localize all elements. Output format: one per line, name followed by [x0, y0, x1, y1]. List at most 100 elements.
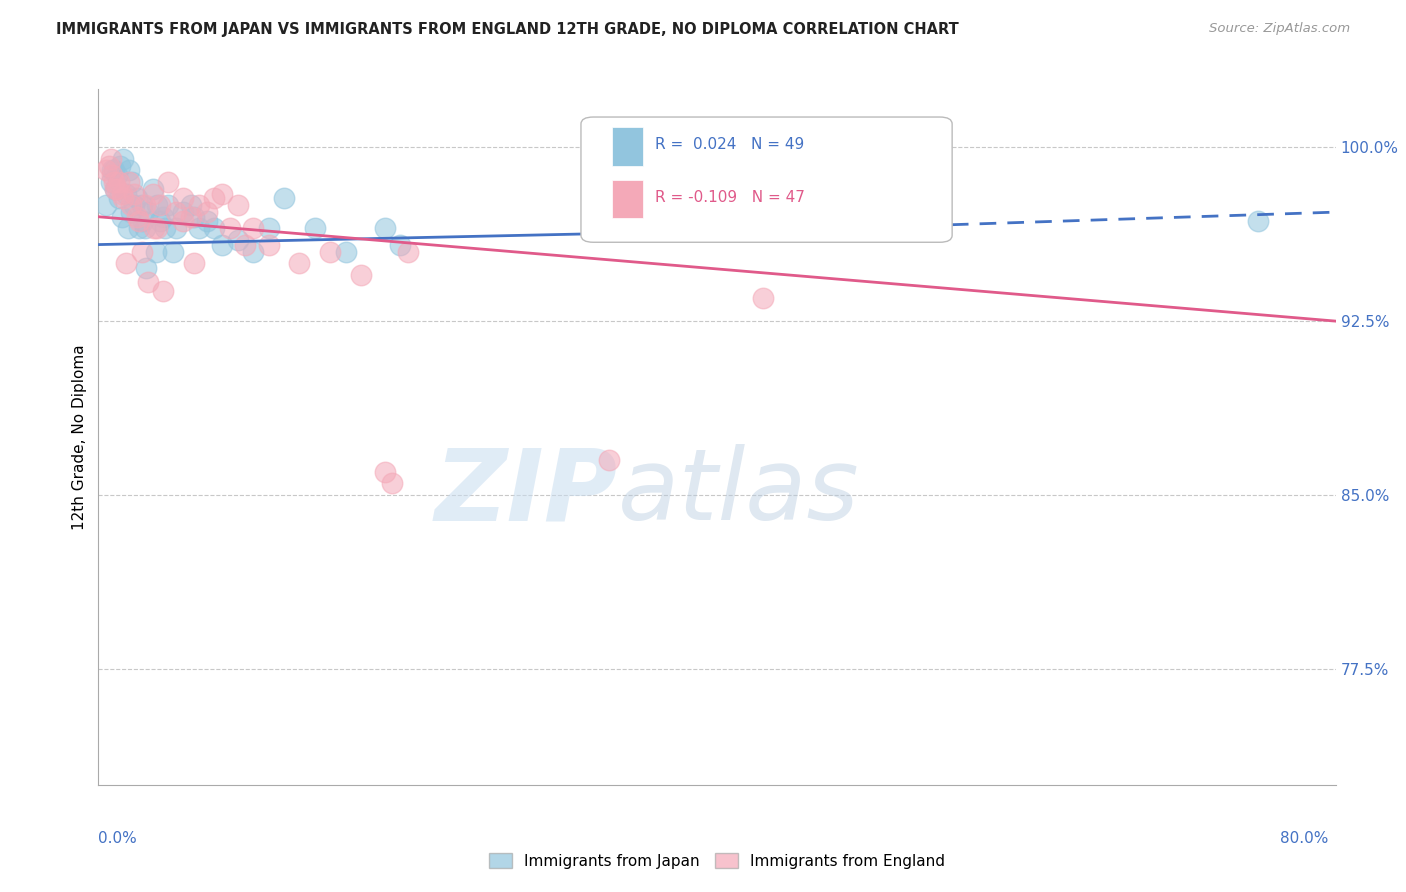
Point: [335, 244, 357, 259]
Point: [165, 205, 187, 219]
Point: [146, 221, 169, 235]
Point: [288, 256, 311, 270]
FancyBboxPatch shape: [612, 128, 643, 166]
Point: [195, 214, 218, 228]
Point: [122, 198, 145, 212]
Point: [121, 175, 143, 189]
Point: [396, 244, 419, 259]
Point: [273, 191, 295, 205]
Point: [304, 221, 326, 235]
Point: [120, 205, 142, 219]
Point: [112, 191, 135, 205]
Point: [235, 237, 257, 252]
FancyBboxPatch shape: [581, 117, 952, 243]
Text: 0.0%: 0.0%: [98, 831, 138, 846]
Point: [96, 198, 118, 212]
Point: [107, 175, 129, 189]
Point: [188, 221, 211, 235]
Point: [131, 198, 153, 212]
Point: [149, 214, 172, 228]
Point: [107, 191, 129, 205]
Point: [1247, 214, 1270, 228]
Point: [172, 214, 194, 228]
Point: [204, 221, 226, 235]
Point: [104, 182, 127, 196]
Point: [319, 244, 342, 259]
Point: [115, 256, 138, 270]
Point: [105, 182, 128, 196]
Point: [104, 182, 127, 196]
Point: [117, 221, 139, 235]
Point: [195, 205, 218, 219]
Point: [152, 210, 174, 224]
Point: [242, 221, 264, 235]
Point: [96, 163, 118, 178]
Y-axis label: 12th Grade, No Diploma: 12th Grade, No Diploma: [72, 344, 87, 530]
Point: [257, 237, 280, 252]
Point: [226, 233, 249, 247]
Point: [149, 198, 172, 212]
Point: [219, 221, 242, 235]
Text: R = -0.109   N = 47: R = -0.109 N = 47: [655, 189, 806, 204]
Text: Source: ZipAtlas.com: Source: ZipAtlas.com: [1209, 22, 1350, 36]
Point: [162, 244, 184, 259]
Point: [134, 221, 156, 235]
Point: [143, 221, 166, 235]
Point: [111, 186, 132, 201]
Point: [783, 221, 806, 235]
Point: [165, 221, 187, 235]
Point: [108, 159, 131, 173]
Point: [145, 244, 167, 259]
Point: [598, 453, 620, 467]
Point: [112, 152, 135, 166]
Point: [146, 198, 169, 212]
Point: [157, 198, 180, 212]
Point: [101, 168, 124, 182]
Point: [115, 186, 138, 201]
Point: [118, 163, 141, 178]
Point: [118, 175, 141, 189]
Point: [180, 210, 202, 224]
Point: [183, 210, 205, 224]
Text: R =  0.024   N = 49: R = 0.024 N = 49: [655, 137, 804, 153]
Point: [132, 214, 155, 228]
Point: [157, 175, 180, 189]
Point: [388, 237, 412, 252]
Point: [141, 182, 165, 196]
Point: [98, 159, 121, 173]
Point: [172, 191, 194, 205]
Point: [141, 186, 165, 201]
Point: [128, 214, 150, 228]
Text: IMMIGRANTS FROM JAPAN VS IMMIGRANTS FROM ENGLAND 12TH GRADE, NO DIPLOMA CORRELAT: IMMIGRANTS FROM JAPAN VS IMMIGRANTS FROM…: [56, 22, 959, 37]
Point: [127, 210, 149, 224]
Point: [172, 205, 194, 219]
Point: [188, 198, 211, 212]
Point: [128, 221, 150, 235]
Point: [100, 152, 122, 166]
Point: [122, 186, 145, 201]
Point: [381, 476, 404, 491]
Text: 80.0%: 80.0%: [1281, 831, 1329, 846]
Point: [111, 210, 132, 224]
Point: [103, 175, 125, 189]
Point: [752, 291, 775, 305]
Point: [135, 260, 157, 275]
Point: [127, 191, 149, 205]
Point: [211, 186, 233, 201]
Point: [350, 268, 373, 282]
Point: [136, 275, 159, 289]
Point: [204, 191, 226, 205]
Point: [226, 198, 249, 212]
Point: [152, 284, 174, 298]
Point: [136, 205, 159, 219]
Point: [101, 163, 124, 178]
Text: ZIP: ZIP: [434, 444, 619, 541]
Point: [257, 221, 280, 235]
Point: [211, 237, 233, 252]
Point: [374, 221, 396, 235]
Legend: Immigrants from Japan, Immigrants from England: Immigrants from Japan, Immigrants from E…: [482, 847, 952, 875]
Point: [103, 163, 125, 178]
Point: [183, 256, 205, 270]
Point: [105, 168, 128, 182]
Text: atlas: atlas: [619, 444, 859, 541]
